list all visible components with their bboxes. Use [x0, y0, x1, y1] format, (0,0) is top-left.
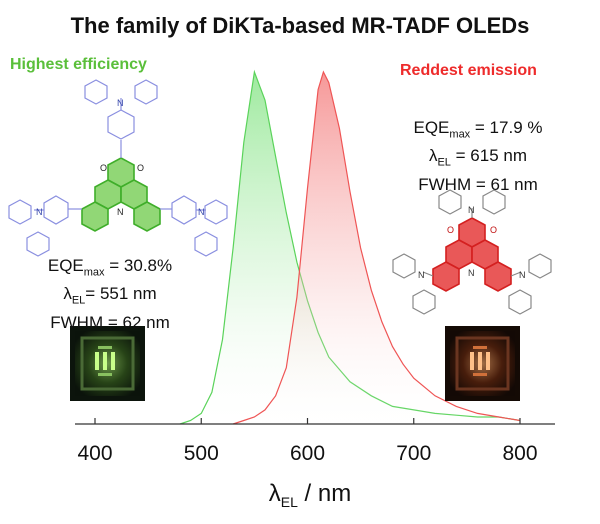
- left-fwhm: FWHM = 62 nm: [50, 312, 170, 332]
- lambda-label: λ: [428, 146, 438, 166]
- atom-label: O: [137, 163, 144, 173]
- eqe-label: EQE: [413, 118, 450, 137]
- atom-label: N: [418, 270, 425, 280]
- figure-title: The family of DiKTa-based MR-TADF OLEDs: [70, 13, 530, 38]
- right-molecule-atoms: N N N O O N: [418, 205, 526, 280]
- x-tick-label: 400: [77, 442, 112, 465]
- left-stats: EQEmax = 30.8% λEL= 551 nm FWHM = 62 nm: [30, 255, 190, 334]
- lambda-value: = 615 nm: [450, 146, 528, 166]
- left-lambda: λEL= 551 nm: [30, 283, 190, 311]
- x-tick-label: 700: [396, 442, 431, 465]
- x-tick-label: 600: [290, 442, 325, 465]
- left-molecule-atoms: N N N O O N: [36, 98, 205, 217]
- lambda-sub: EL: [437, 156, 451, 169]
- atom-label: N: [36, 207, 43, 217]
- right-heading: Reddest emission: [400, 62, 537, 79]
- right-lambda: λEL = 615 nm: [398, 145, 558, 173]
- green-device-photo: [70, 326, 145, 401]
- x-axis-title-symbol: λ: [268, 480, 281, 507]
- spectrum-area-1: [233, 72, 520, 424]
- atom-label: N: [117, 98, 124, 108]
- atom-label: N: [468, 268, 475, 278]
- red-device-photo: [445, 326, 520, 401]
- atom-label: N: [117, 207, 124, 217]
- x-tick-layer: 400 500 600 700 800: [77, 418, 538, 465]
- x-axis-title-unit: / nm: [297, 480, 352, 507]
- lambda-label: λ: [63, 284, 72, 304]
- spectrum-area-0: [180, 72, 520, 424]
- left-heading: Highest efficiency: [10, 56, 147, 73]
- x-tick-label: 500: [184, 442, 219, 465]
- eqe-sub: max: [449, 128, 471, 141]
- right-fwhm: FWHM = 61 nm: [418, 174, 538, 194]
- eqe-sub: max: [83, 266, 105, 279]
- atom-label: O: [447, 225, 454, 235]
- x-tick-label: 800: [502, 442, 537, 465]
- lambda-value: = 551 nm: [85, 284, 157, 304]
- spectra-layer: [179, 69, 521, 425]
- eqe-label: EQE: [47, 256, 84, 275]
- eqe-value: = 30.8%: [104, 256, 173, 275]
- atom-label: N: [198, 207, 205, 217]
- right-molecule-structure: [392, 189, 552, 315]
- spectrum-line-1: [232, 70, 521, 425]
- atom-label: O: [490, 225, 497, 235]
- x-axis-title: λEL / nm: [250, 480, 370, 510]
- right-eqe: EQEmax = 17.9 %: [398, 117, 558, 145]
- atom-label: O: [100, 163, 107, 173]
- atom-label: N: [468, 205, 475, 215]
- x-axis-title-sub: EL: [280, 493, 298, 510]
- left-eqe: EQEmax = 30.8%: [30, 255, 190, 283]
- left-molecule-structure: [8, 79, 228, 257]
- eqe-value: = 17.9 %: [470, 118, 543, 137]
- atom-label: N: [519, 270, 526, 280]
- right-stats: EQEmax = 17.9 % λEL = 615 nm FWHM = 61 n…: [398, 117, 558, 196]
- lambda-sub: EL: [71, 294, 86, 307]
